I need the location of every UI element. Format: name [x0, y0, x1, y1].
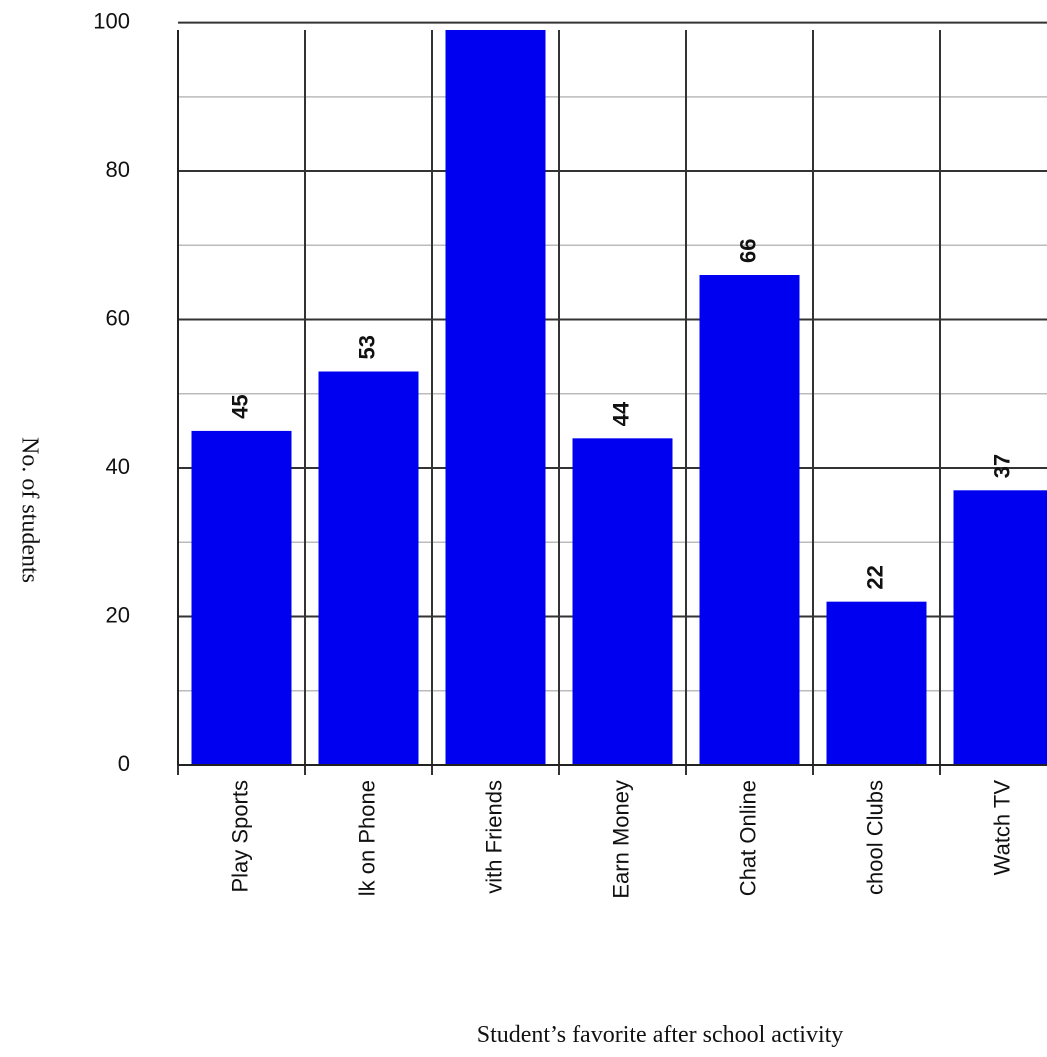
bar [572, 438, 673, 765]
data-label: 45 [227, 394, 252, 418]
y-tick-label: 20 [106, 602, 130, 627]
bar [445, 30, 546, 765]
bar [191, 430, 292, 765]
x-tick-label: chool Clubs [862, 780, 887, 895]
x-tick-label: Chat Online [735, 780, 760, 896]
data-label: 53 [354, 335, 379, 359]
data-label: 44 [608, 401, 633, 426]
x-tick-label: Play Sports [227, 780, 252, 893]
data-label: 66 [735, 239, 760, 263]
y-axis-label: No. of students [16, 437, 42, 583]
bar [318, 371, 419, 765]
bar [953, 490, 1047, 765]
data-label: 22 [862, 565, 887, 589]
x-tick-label: lk on Phone [354, 780, 379, 896]
y-tick-label: 0 [118, 751, 130, 776]
y-tick-label: 100 [93, 8, 130, 33]
y-tick-label: 60 [106, 305, 130, 330]
x-tick-label: Watch TV [989, 780, 1014, 876]
y-tick-label: 80 [106, 157, 130, 182]
x-axis-label: Student’s favorite after school activity [477, 1022, 844, 1048]
y-tick-label: 40 [106, 454, 130, 479]
x-tick-label: Earn Money [608, 780, 633, 899]
data-label: 37 [989, 454, 1014, 478]
x-tick-label: vith Friends [481, 780, 506, 894]
bar [826, 601, 927, 765]
bar [699, 275, 800, 765]
